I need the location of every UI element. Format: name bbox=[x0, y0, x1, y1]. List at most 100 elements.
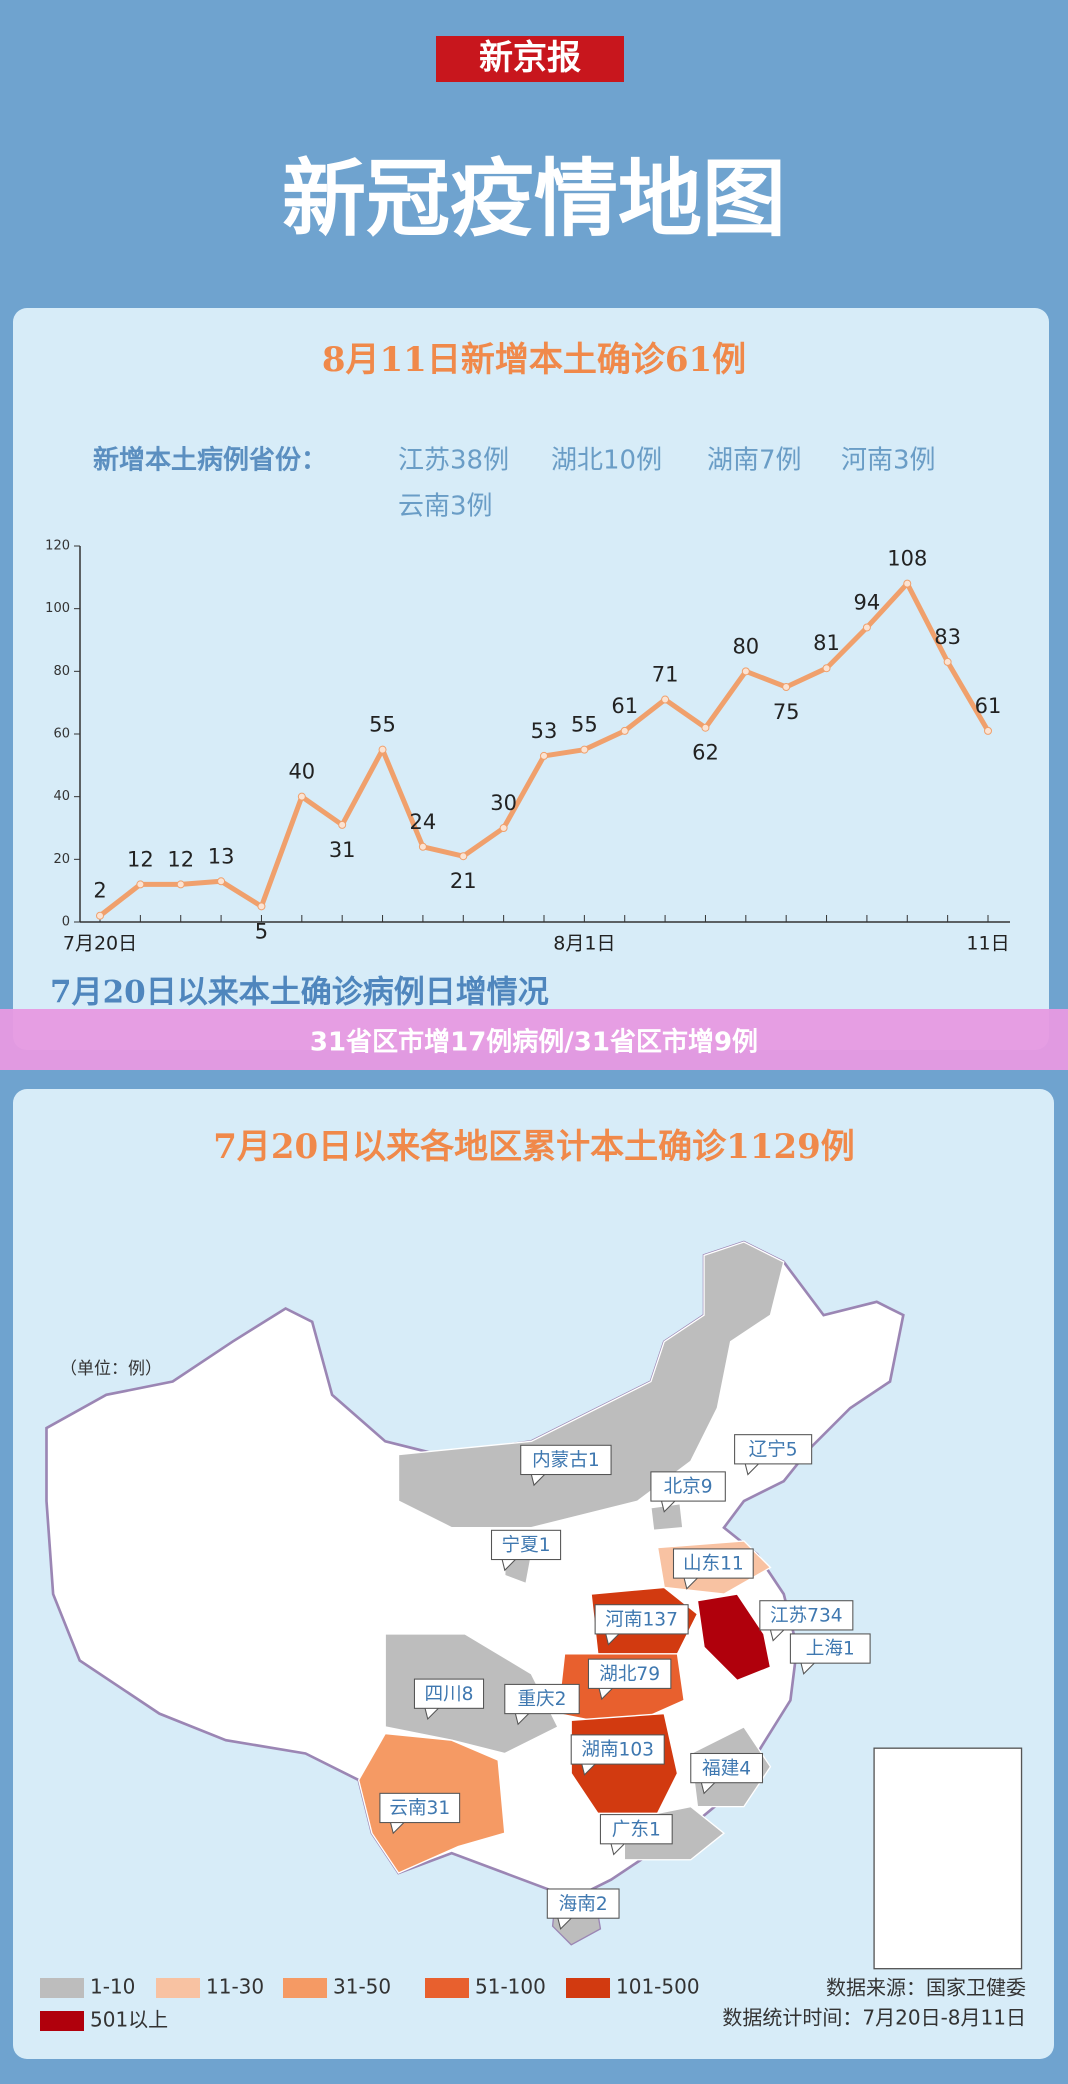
province-item: 湖南7例 bbox=[707, 446, 802, 476]
data-label: 108 bbox=[887, 547, 927, 571]
y-tick-label: 100 bbox=[45, 601, 70, 616]
label-box bbox=[520, 1444, 612, 1476]
x-tick-label: 7月20日 bbox=[63, 933, 137, 955]
y-tick-label: 120 bbox=[45, 539, 70, 554]
province-item: 湖北10例 bbox=[551, 446, 662, 476]
province-item: 河南3例 bbox=[841, 446, 936, 476]
legend-swatch bbox=[40, 1978, 84, 1998]
legend-label: 501以上 bbox=[90, 2008, 168, 2032]
legend-label: 51-100 bbox=[475, 1975, 546, 1999]
region-label: 河南137 bbox=[605, 1609, 678, 1630]
label-pointer bbox=[514, 1713, 530, 1726]
region-label: 重庆2 bbox=[517, 1689, 566, 1710]
label-pointer bbox=[769, 1629, 785, 1642]
label-pointer bbox=[557, 1917, 572, 1930]
label-box bbox=[546, 1888, 620, 1919]
label-box bbox=[690, 1752, 764, 1784]
point bbox=[96, 911, 104, 920]
region-label: 山东11 bbox=[683, 1554, 744, 1575]
provinces-label: 新增本土病例省份： bbox=[93, 445, 327, 476]
label-box bbox=[504, 1683, 580, 1715]
label-box bbox=[379, 1792, 461, 1824]
data-label: 30 bbox=[490, 791, 517, 815]
data-label: 53 bbox=[531, 719, 558, 743]
region-label: 福建4 bbox=[702, 1758, 751, 1779]
label-box bbox=[759, 1600, 854, 1631]
data-label: 21 bbox=[450, 869, 477, 893]
x-tick-label: 8月1日 bbox=[553, 933, 615, 955]
data-label: 61 bbox=[611, 694, 638, 718]
point bbox=[701, 723, 710, 732]
banner bbox=[0, 1009, 1068, 1070]
point bbox=[741, 667, 750, 676]
region-gray bbox=[397, 1241, 785, 1529]
card-title: 8月11日新增本土确诊61例 bbox=[322, 340, 746, 380]
point bbox=[943, 657, 952, 666]
label-box bbox=[587, 1658, 672, 1689]
data-label: 71 bbox=[652, 663, 679, 687]
y-tick-label: 20 bbox=[53, 852, 70, 867]
legend-swatch bbox=[156, 1978, 200, 1998]
point bbox=[217, 877, 226, 886]
data-label: 24 bbox=[410, 810, 437, 834]
data-label: 5 bbox=[255, 919, 268, 943]
data-label: 55 bbox=[369, 713, 396, 737]
y-tick-label: 0 bbox=[62, 915, 70, 930]
data-label: 62 bbox=[692, 741, 719, 765]
legend-label: 101-500 bbox=[616, 1975, 700, 1999]
point bbox=[297, 792, 306, 801]
label-pointer bbox=[661, 1500, 676, 1513]
region-label: 湖北79 bbox=[599, 1664, 660, 1685]
data-label: 61 bbox=[975, 694, 1002, 718]
data-label: 94 bbox=[854, 590, 881, 614]
region-label: 云南31 bbox=[389, 1798, 450, 1819]
label-box bbox=[413, 1678, 485, 1709]
region-label: 广东1 bbox=[612, 1819, 661, 1840]
y-tick-label: 80 bbox=[53, 664, 70, 679]
region-label: 北京9 bbox=[664, 1477, 713, 1498]
banner-text: 31省区市增17例病例/31省区市增9例 bbox=[310, 1027, 758, 1058]
chart-card bbox=[13, 308, 1049, 1050]
point bbox=[418, 842, 427, 851]
data-label: 83 bbox=[934, 625, 961, 649]
label-box bbox=[490, 1529, 562, 1561]
map-source: 数据来源：国家卫健委 bbox=[826, 1976, 1026, 2000]
x-tick-label: 11日 bbox=[966, 933, 1009, 955]
y-tick-label: 40 bbox=[53, 789, 70, 804]
label-pointer bbox=[390, 1822, 405, 1835]
province-item: 云南3例 bbox=[398, 492, 493, 522]
point bbox=[822, 664, 831, 673]
label-pointer bbox=[800, 1662, 815, 1675]
data-label: 2 bbox=[93, 879, 106, 903]
region-label: 辽宁5 bbox=[749, 1439, 798, 1460]
legend-swatch bbox=[283, 1978, 327, 1998]
label-box bbox=[570, 1734, 665, 1765]
point bbox=[782, 683, 791, 691]
label-box bbox=[599, 1814, 673, 1845]
label-pointer bbox=[581, 1763, 596, 1776]
label-pointer bbox=[598, 1688, 613, 1701]
inset-map bbox=[873, 1747, 1023, 1970]
map-period: 数据统计时间：7月20日-8月11日 bbox=[722, 2006, 1026, 2030]
legend-label: 11-30 bbox=[206, 1975, 264, 1999]
data-label: 40 bbox=[288, 760, 315, 784]
label-pointer bbox=[424, 1707, 439, 1720]
province-item: 江苏38例 bbox=[398, 446, 509, 476]
chart-caption: 7月20日以来本土确诊病例日增情况 bbox=[50, 975, 549, 1011]
label-pointer bbox=[605, 1633, 620, 1646]
label-pointer bbox=[501, 1559, 516, 1572]
map-title: 7月20日以来各地区累计本土确诊1129例 bbox=[213, 1127, 855, 1167]
legend-swatch bbox=[40, 2011, 84, 2031]
point bbox=[661, 695, 670, 704]
point bbox=[459, 852, 468, 861]
logo: 新京报 bbox=[479, 38, 581, 78]
region-label: 海南2 bbox=[559, 1894, 608, 1915]
label-pointer bbox=[610, 1843, 625, 1856]
point bbox=[984, 726, 992, 735]
point bbox=[338, 820, 347, 829]
point bbox=[257, 902, 266, 911]
point bbox=[540, 751, 548, 760]
point bbox=[499, 824, 508, 832]
legend-label: 31-50 bbox=[333, 1975, 391, 1999]
